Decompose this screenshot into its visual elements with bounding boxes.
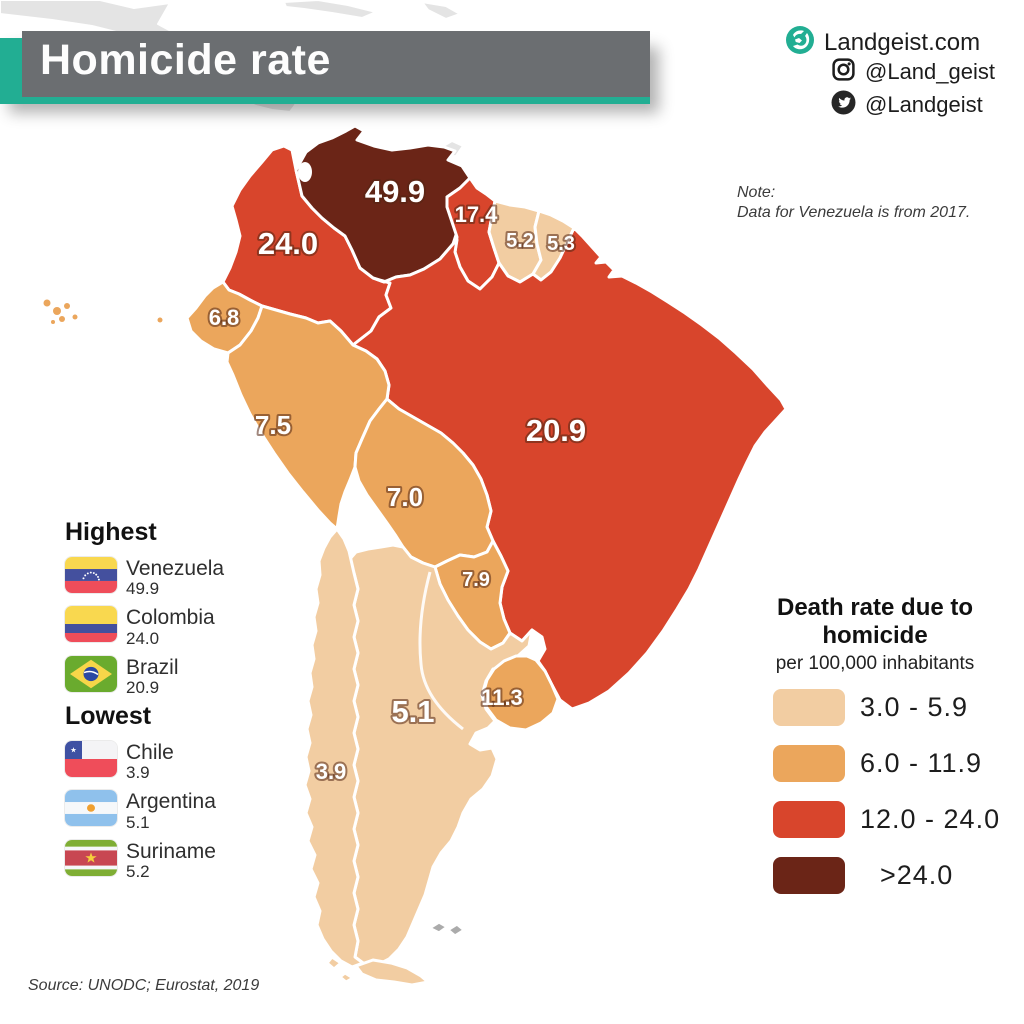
galapagos-islands — [43, 299, 163, 324]
legend-title-line2: homicide — [822, 622, 928, 650]
rank-country: Suriname — [126, 839, 216, 863]
twitter-icon — [831, 90, 856, 120]
paraguay-value-label: 7.9 — [462, 569, 490, 591]
website-link[interactable]: Landgeist.com — [785, 25, 980, 60]
highest-heading: Highest — [65, 518, 157, 546]
color-legend: Death rate due to homicide per 100,000 i… — [736, 594, 1014, 913]
legend-row: 3.0 - 5.9 — [773, 688, 1014, 726]
brazil-flag-icon — [65, 655, 117, 692]
legend-label: 6.0 - 11.9 — [860, 747, 983, 778]
parana-river — [418, 571, 464, 731]
legend-title: Death rate due to homicide — [736, 594, 1014, 651]
hispaniola-silhouette — [421, 1, 461, 20]
brazil-value-label: 20.9 — [526, 413, 586, 448]
rank-country: Argentina — [126, 790, 216, 814]
legend-swatch-bin2 — [773, 744, 845, 782]
legend-label: 12.0 - 24.0 — [860, 803, 1001, 834]
guyana-value-label: 17.4 — [455, 202, 499, 227]
twitter-handle: @Landgeist — [865, 92, 983, 117]
suriname-flag-icon — [65, 839, 117, 876]
legend-swatch-bin1 — [773, 688, 845, 726]
list-item: Suriname 5.2 — [65, 839, 216, 882]
map-value-labels: 49.9 24.0 17.4 5.2 5.3 6.8 7.5 20.9 7.0 … — [207, 172, 588, 786]
venezuela-flag-icon — [65, 557, 117, 593]
highest-panel: Highest Venezuela 49.9 Colombia 24. — [65, 518, 224, 705]
legend-title-line1: Death rate due to — [776, 594, 974, 621]
chile-flag-icon — [65, 741, 117, 777]
lowest-panel: Lowest Chile 3.9 Argentina — [65, 702, 216, 889]
twitter-link[interactable]: @Landgeist — [831, 90, 983, 120]
country-regions — [43, 124, 788, 987]
page-title: Homicide rate — [40, 36, 331, 84]
chile-value-label: 3.9 — [316, 759, 347, 784]
falkland-islands-silhouette — [429, 922, 465, 936]
list-item: Brazil 20.9 — [65, 655, 224, 698]
peru-value-label: 7.5 — [255, 410, 291, 440]
legend-subtitle: per 100,000 inhabitants — [775, 652, 975, 674]
instagram-link[interactable]: @Land_geist — [831, 57, 995, 87]
title-banner — [22, 31, 650, 97]
rank-country: Colombia — [126, 606, 215, 630]
instagram-handle: @Land_geist — [865, 59, 995, 84]
rank-value: 5.2 — [126, 862, 150, 882]
rank-country: Brazil — [126, 655, 179, 679]
suriname-value-label: 5.2 — [506, 230, 534, 252]
french-guiana-value-label: 5.3 — [547, 233, 575, 255]
rank-country: Venezuela — [126, 557, 225, 580]
venezuela-value-label: 49.9 — [365, 174, 425, 209]
instagram-icon — [831, 57, 856, 87]
note-line2: Data for Venezuela is from 2017. — [737, 204, 971, 222]
rank-country: Chile — [126, 741, 174, 764]
landgeist-logo-icon — [785, 25, 815, 60]
legend-swatch-bin3 — [773, 800, 845, 838]
rank-value: 24.0 — [126, 628, 160, 648]
chile-region — [303, 527, 365, 969]
rank-value: 49.9 — [126, 579, 160, 599]
list-item: Argentina 5.1 — [65, 790, 216, 832]
bolivia-value-label: 7.0 — [387, 482, 423, 512]
legend-label: 3.0 - 5.9 — [860, 691, 969, 722]
rank-value: 3.9 — [126, 763, 150, 783]
rank-value: 20.9 — [126, 678, 160, 698]
colombia-value-label: 24.0 — [258, 226, 318, 261]
legend-row: 6.0 - 11.9 — [773, 744, 1014, 782]
tierra-del-fuego-region — [354, 958, 430, 987]
argentina-value-label: 5.1 — [391, 694, 434, 729]
lake-maracaibo — [298, 162, 312, 182]
list-item: Colombia 24.0 — [65, 606, 224, 648]
legend-swatch-bin4 — [773, 856, 845, 894]
cuba-silhouette — [283, 0, 377, 19]
legend-label: >24.0 — [880, 859, 954, 890]
list-item: Chile 3.9 — [65, 741, 216, 783]
uruguay-region — [481, 654, 560, 732]
uruguay-value-label: 11.3 — [481, 685, 523, 710]
legend-row: >24.0 — [773, 856, 1014, 894]
list-item: Venezuela 49.9 — [65, 557, 224, 599]
rank-value: 5.1 — [126, 812, 150, 832]
colombia-flag-icon — [65, 606, 117, 643]
argentina-flag-icon — [65, 790, 117, 827]
lowest-heading: Lowest — [65, 702, 152, 730]
note-text: Note: Data for Venezuela is from 2017. — [737, 183, 970, 224]
ecuador-value-label: 6.8 — [209, 305, 240, 330]
note-line1: Note: — [737, 184, 776, 201]
legend-row: 12.0 - 24.0 — [773, 800, 1014, 838]
source-credit: Source: UNODC; Eurostat, 2019 — [28, 977, 260, 994]
website-url: Landgeist.com — [824, 28, 981, 56]
chilean-islets — [325, 955, 355, 984]
